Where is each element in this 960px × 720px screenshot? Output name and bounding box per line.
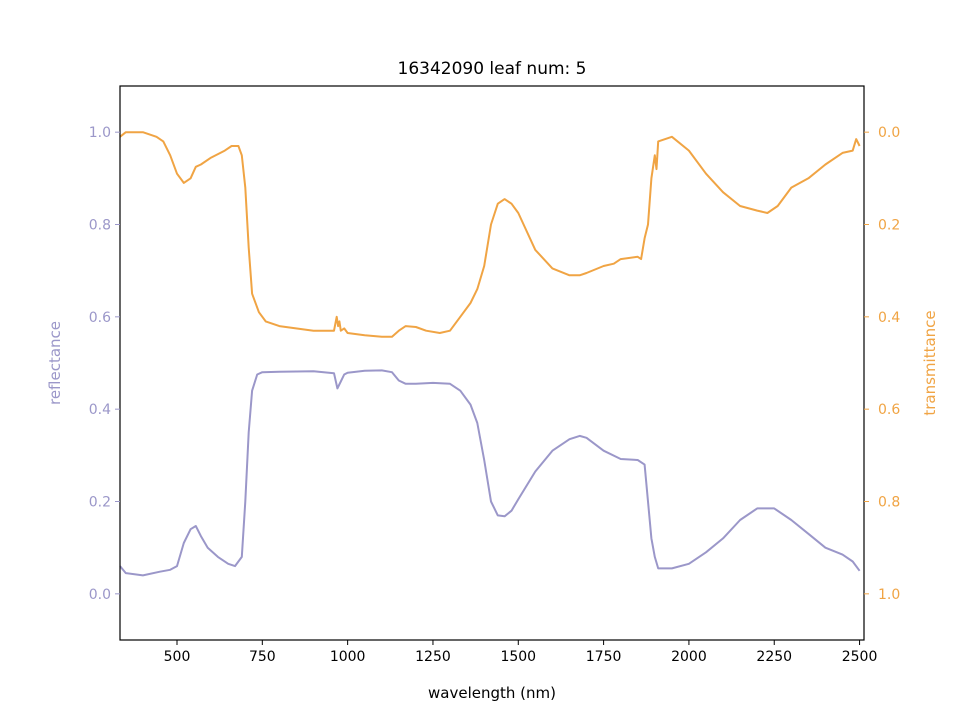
y-left-tick-label: 0.4 bbox=[89, 402, 111, 418]
x-tick-label: 2250 bbox=[756, 649, 792, 665]
y-right-tick-label: 0.0 bbox=[878, 125, 900, 141]
y-right-tick-label: 0.4 bbox=[878, 310, 900, 326]
y-right-tick-label: 0.6 bbox=[878, 402, 900, 418]
y-axis-right-label: transmittance bbox=[921, 310, 939, 415]
x-tick-label: 1250 bbox=[415, 649, 451, 665]
y-right-tick-label: 0.8 bbox=[878, 495, 900, 511]
y-axis-left-label: reflectance bbox=[46, 321, 64, 405]
x-tick-label: 2500 bbox=[842, 649, 878, 665]
y-left-tick-label: 0.2 bbox=[89, 495, 111, 511]
y-right-tick-label: 1.0 bbox=[878, 587, 900, 603]
y-left-tick-label: 0.6 bbox=[89, 310, 111, 326]
plot-series bbox=[119, 131, 861, 577]
y-axis-right: 0.0 0.2 0.4 0.6 0.8 1.0 bbox=[864, 125, 900, 603]
y-left-tick-label: 1.0 bbox=[89, 125, 111, 141]
x-tick-label: 1000 bbox=[330, 649, 366, 665]
y-right-tick-label: 0.2 bbox=[878, 218, 900, 234]
x-tick-label: 500 bbox=[164, 649, 191, 665]
y-left-tick-label: 0.0 bbox=[89, 587, 111, 603]
x-axis-label: wavelength (nm) bbox=[428, 684, 556, 702]
x-tick-label: 1750 bbox=[586, 649, 622, 665]
y-left-tick-label: 0.8 bbox=[89, 218, 111, 234]
plot-frame bbox=[119, 85, 865, 641]
x-tick-label: 1500 bbox=[500, 649, 536, 665]
reflectance-line bbox=[119, 369, 861, 577]
y-axis-left: 0.0 0.2 0.4 0.6 0.8 1.0 bbox=[89, 125, 120, 603]
x-axis: 500 750 1000 1250 1500 1750 2000 2250 2500 bbox=[164, 640, 878, 665]
transmittance-line bbox=[119, 131, 861, 338]
x-tick-label: 750 bbox=[249, 649, 276, 665]
x-tick-label: 2000 bbox=[671, 649, 707, 665]
chart-title: 16342090 leaf num: 5 bbox=[398, 59, 587, 79]
